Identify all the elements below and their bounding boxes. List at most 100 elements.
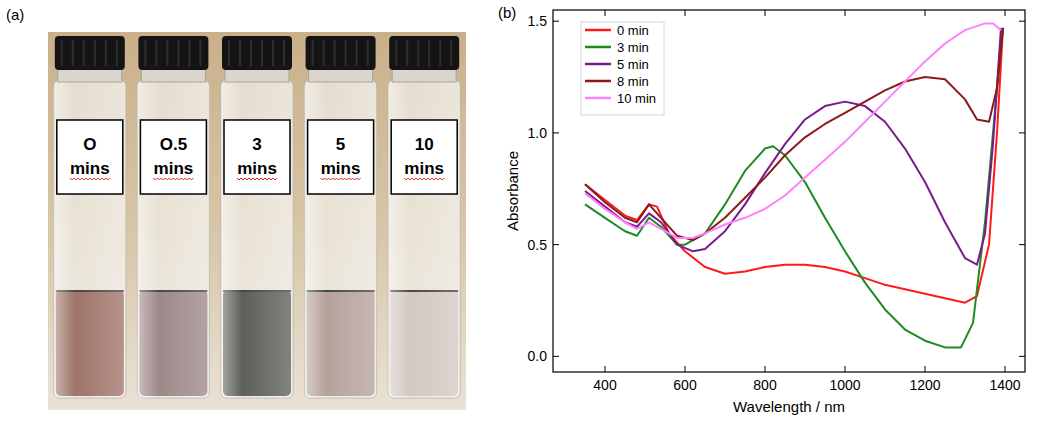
label-box — [224, 120, 290, 194]
squiggle — [321, 178, 361, 180]
legend-swatch — [585, 80, 611, 83]
cap-ridge — [272, 40, 274, 66]
y-tick — [553, 244, 559, 245]
legend-swatch — [585, 29, 611, 32]
x-tick-label: 1200 — [909, 377, 940, 393]
vial-neck — [225, 68, 289, 82]
cap-ridge — [428, 40, 430, 66]
cap-ridge — [395, 40, 397, 66]
cap-ridge — [345, 40, 347, 66]
y-tick-right — [1019, 244, 1025, 245]
figure: (a)OminsO.5mins3mins5mins10mins(b)400600… — [0, 0, 1044, 422]
y-tick — [553, 132, 559, 133]
y-tick-right — [1019, 356, 1025, 357]
cap-ridge — [312, 40, 314, 66]
legend: 0 min 3 min 5 min 8 min 10 min — [581, 22, 664, 115]
cap-ridge — [239, 40, 241, 66]
vial-label-line: mins — [321, 159, 361, 178]
vial-neck — [141, 68, 205, 82]
vial-cap — [138, 36, 208, 70]
photo-background — [48, 32, 466, 410]
cap-ridge — [177, 40, 179, 66]
legend-swatch — [585, 97, 611, 100]
y-tick-label: 0.5 — [528, 237, 548, 253]
y-tick — [553, 21, 559, 22]
cap-ridge — [334, 40, 336, 66]
x-tick-top — [845, 10, 846, 16]
vial-neck — [58, 68, 122, 82]
x-tick-label: 1000 — [829, 377, 860, 393]
squiggle — [70, 178, 110, 180]
vial-glass — [305, 80, 377, 398]
vial-label: 10 mins — [404, 135, 444, 178]
label-box — [57, 120, 123, 194]
cap-ridge — [356, 40, 358, 66]
x-tick — [1005, 366, 1006, 372]
cap-ridge — [367, 40, 369, 66]
vial-neck — [392, 68, 456, 82]
x-tick-label: 1400 — [989, 377, 1020, 393]
vial-label-line: mins — [154, 159, 194, 178]
vial-label: O.5mins — [154, 135, 194, 178]
vial-cap — [55, 36, 125, 70]
cap-ridge — [450, 40, 452, 66]
vial-glass — [221, 80, 293, 398]
cap-ridge — [72, 40, 74, 66]
legend-swatch — [585, 63, 611, 66]
vial-label: 3mins — [237, 135, 277, 178]
vial-glass — [54, 80, 126, 398]
legend-box — [581, 22, 664, 115]
vial-cap — [389, 36, 459, 70]
cap-ridge — [199, 40, 201, 66]
x-tick-top — [1005, 10, 1006, 16]
vial-label-line: 10 — [415, 135, 434, 154]
y-tick-right — [1019, 21, 1025, 22]
legend-label: 0 min — [617, 23, 649, 38]
cap-ridge — [250, 40, 252, 66]
x-tick-top — [605, 10, 606, 16]
cap-ridge — [144, 40, 146, 66]
x-tick-top — [925, 10, 926, 16]
vial-shine — [221, 80, 293, 398]
squiggle — [153, 178, 193, 180]
vial-shine — [388, 80, 460, 398]
vial-shine — [54, 80, 126, 398]
x-tick — [765, 366, 766, 372]
y-axis-title: Absorbance — [504, 151, 521, 231]
vial: Omins — [54, 36, 126, 398]
x-tick-label: 400 — [593, 377, 617, 393]
cap-ridge — [261, 40, 263, 66]
cap-ridge — [83, 40, 85, 66]
vial-cap — [222, 36, 292, 70]
legend-label: 8 min — [617, 74, 649, 89]
x-tick-label: 600 — [673, 377, 697, 393]
cap-ridge — [94, 40, 96, 66]
legend-label: 5 min — [617, 57, 649, 72]
cap-ridge — [155, 40, 157, 66]
legend-label: 10 min — [617, 91, 656, 106]
x-tick-label: 800 — [753, 377, 777, 393]
vial-neck — [309, 68, 373, 82]
squiggle — [237, 178, 277, 180]
legend-label: 3 min — [617, 40, 649, 55]
cap-ridge — [188, 40, 190, 66]
vial-label-line: 3 — [252, 135, 261, 154]
y-tick-label: 0.0 — [528, 348, 548, 364]
label-box — [140, 120, 206, 194]
x-tick — [845, 366, 846, 372]
vial-glass — [388, 80, 460, 398]
series-line — [585, 28, 1003, 240]
y-tick-label: 1.5 — [528, 13, 548, 29]
cap-ridge — [439, 40, 441, 66]
vial: 5mins — [305, 36, 377, 398]
x-tick-top — [765, 10, 766, 16]
x-tick-top — [685, 10, 686, 16]
cap-ridge — [116, 40, 118, 66]
cap-ridge — [283, 40, 285, 66]
vial-label-line: mins — [70, 159, 110, 178]
vial-glass — [137, 80, 209, 398]
x-axis-title: Wavelength / nm — [733, 398, 845, 415]
vial-label-line: O — [83, 135, 96, 154]
y-tick — [553, 356, 559, 357]
vial-label-line: mins — [404, 159, 444, 178]
